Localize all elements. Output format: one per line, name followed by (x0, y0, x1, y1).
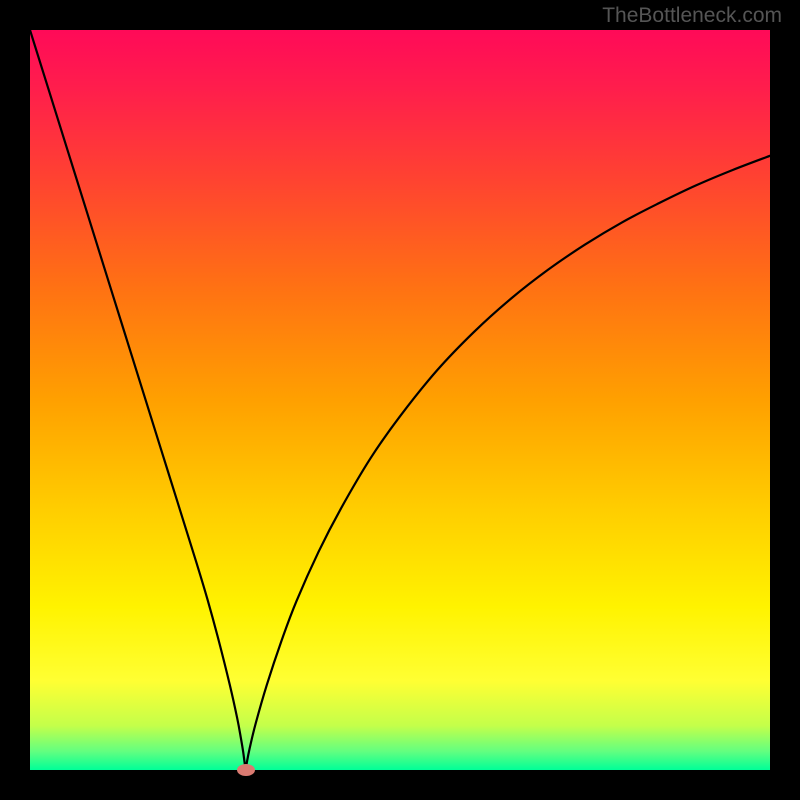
plot-area (30, 30, 770, 770)
watermark-text: TheBottleneck.com (602, 4, 782, 28)
minimum-marker (237, 764, 255, 776)
chart-curve (30, 30, 770, 770)
